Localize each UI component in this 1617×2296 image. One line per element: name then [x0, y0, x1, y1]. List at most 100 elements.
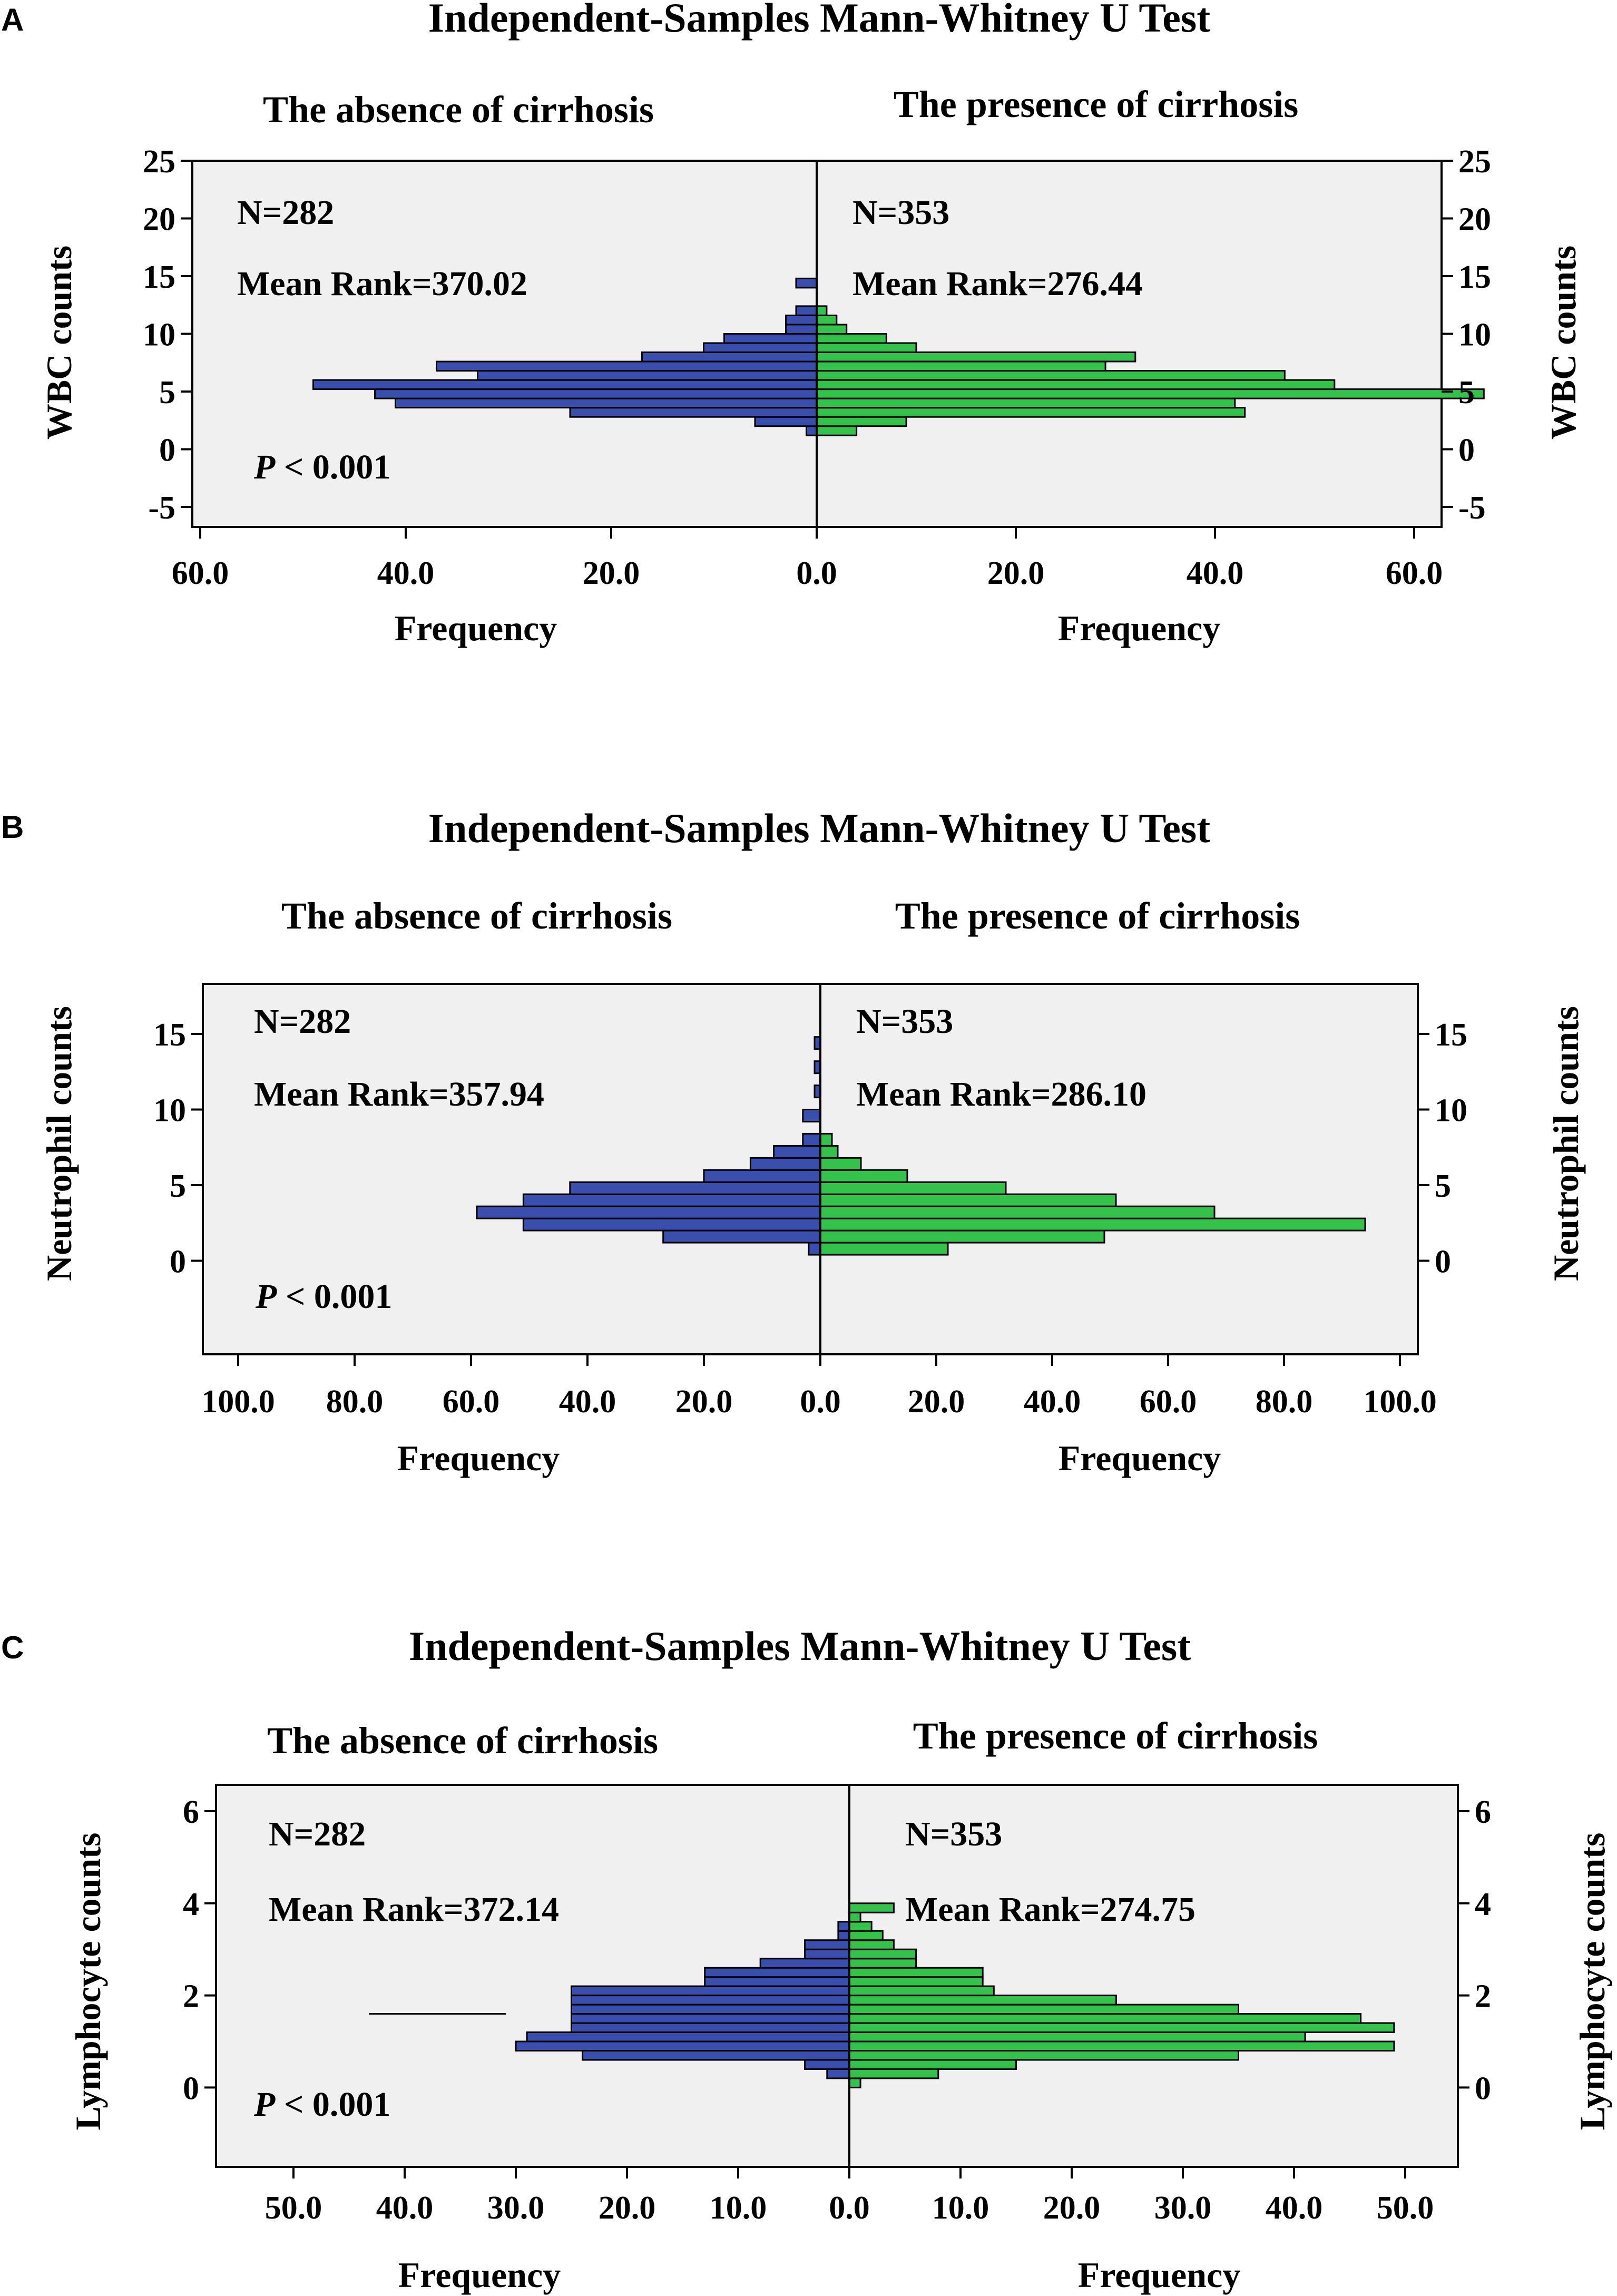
- y-axis-ticks: 6 6 4 4 2 2 0 0: [183, 1794, 1491, 2106]
- y-tick-label-left: 0: [170, 1244, 186, 1280]
- y-tick-label-right: 5: [1435, 1168, 1451, 1204]
- right-n-label: N=353: [856, 1002, 953, 1041]
- right-x-axis-label: Frequency: [1078, 2255, 1241, 2295]
- x-axis-ticks: 60.0 40.0 20.0 0.0 20.0 40.0 60.0: [172, 527, 1443, 591]
- x-tick-label-left: 40.0: [376, 2190, 434, 2226]
- left-histogram-bar: [785, 315, 818, 326]
- left-histogram-bar: [477, 370, 818, 381]
- x-tick-label-right: 10.0: [932, 2190, 989, 2226]
- x-axis-ticks: 100.0 80.0 60.0 40.0 20.0 0.0 20.0 40.0 60.0 80.0…: [201, 1354, 1437, 1420]
- left-histogram-bar: [436, 360, 818, 372]
- y-tick-label-left: 0: [183, 2070, 199, 2106]
- left-y-axis-label: Lymphocyte counts: [68, 1833, 108, 2131]
- left-histogram-bar: [704, 1976, 850, 1987]
- panel-b: B Independent-Samples Mann-Whitney U Tes…: [1, 805, 1586, 1478]
- x-tick-label-right: 40.0: [1266, 2190, 1323, 2226]
- left-histogram-bar: [808, 1242, 821, 1256]
- right-histogram-bar: [816, 360, 1106, 372]
- left-histogram-bar: [749, 1157, 821, 1171]
- left-histogram-bar: [795, 305, 818, 316]
- y-tick-label-right: 20: [1458, 202, 1491, 238]
- right-histogram-bar: [819, 1205, 1216, 1219]
- x-tick-label-right: 20.0: [908, 1384, 965, 1420]
- left-histogram-bar: [662, 1229, 821, 1244]
- left-x-axis-label: Frequency: [398, 2255, 561, 2295]
- left-x-axis-label: Frequency: [397, 1438, 560, 1478]
- y-tick-label-left: 25: [143, 144, 175, 180]
- y-tick-label-right: 6: [1475, 1794, 1491, 1830]
- x-tick-label-right: 30.0: [1154, 2190, 1212, 2226]
- left-histogram-bar: [569, 1181, 821, 1195]
- y-tick-label-left: 10: [153, 1093, 186, 1129]
- p-value-label: P < 0.001: [253, 2085, 390, 2124]
- right-x-axis-label: Frequency: [1059, 1438, 1221, 1478]
- right-histogram-bar: [848, 2013, 1362, 2024]
- p-symbol: P: [253, 448, 276, 486]
- x-tick-label-right: 60.0: [1140, 1384, 1197, 1420]
- histogram-bars: [312, 277, 1485, 436]
- y-tick-label-right: 10: [1435, 1093, 1467, 1129]
- y-tick-label-left: 15: [143, 259, 175, 295]
- left-histogram-bar: [837, 1930, 850, 1941]
- left-histogram-bar: [571, 2022, 850, 2033]
- left-histogram-bar: [571, 1985, 850, 1997]
- left-n-label: N=282: [269, 1815, 366, 1853]
- right-histogram-bar: [848, 2059, 1017, 2070]
- right-group-label: The presence of cirrhosis: [894, 83, 1299, 125]
- left-histogram-bar: [826, 2068, 850, 2079]
- y-tick-label-left: 5: [159, 375, 175, 411]
- x-tick-label-right: 40.0: [1024, 1384, 1081, 1420]
- x-tick-label-left: 50.0: [265, 2190, 322, 2226]
- right-mean-rank-label: Mean Rank=286.10: [856, 1075, 1146, 1113]
- x-tick-label-right: 20.0: [987, 555, 1045, 591]
- left-histogram-bar: [804, 1948, 850, 1960]
- right-mean-rank-label: Mean Rank=276.44: [852, 265, 1143, 303]
- x-tick-label-left: 20.0: [675, 1384, 733, 1420]
- right-histogram-bar: [819, 1217, 1366, 1232]
- x-tick-label-left: 60.0: [443, 1384, 500, 1420]
- p-symbol: P: [253, 2085, 276, 2124]
- panel-label: A: [1, 2, 24, 37]
- x-tick-label-right: 100.0: [1363, 1384, 1437, 1420]
- right-histogram-bar: [816, 342, 917, 353]
- right-histogram-bar: [848, 1967, 984, 1978]
- y-tick-label-left: 20: [143, 202, 175, 238]
- x-tick-label-right: 60.0: [1386, 555, 1443, 591]
- left-histogram-bar: [582, 2050, 850, 2061]
- histogram-bars: [369, 1902, 1395, 2088]
- x-tick-label-right: 80.0: [1256, 1384, 1313, 1420]
- left-mean-rank-label: Mean Rank=357.94: [254, 1075, 544, 1113]
- right-y-axis-label: WBC counts: [1543, 246, 1583, 439]
- y-tick-label-left: 4: [183, 1887, 199, 1922]
- left-histogram-bar: [703, 1169, 821, 1183]
- right-n-label: N=353: [905, 1815, 1002, 1853]
- left-histogram-bar: [802, 1132, 821, 1147]
- left-histogram-bar: [804, 1939, 850, 1950]
- p-value-label: P < 0.001: [255, 1277, 392, 1316]
- x-tick-label-left: 40.0: [559, 1384, 616, 1420]
- panel-c: C Independent-Samples Mann-Whitney U Tes…: [1, 1623, 1612, 2295]
- x-tick-label-right: 0.0: [796, 555, 837, 591]
- p-value: < 0.001: [277, 1277, 392, 1316]
- left-histogram-bar: [723, 333, 818, 344]
- right-histogram-bar: [819, 1229, 1105, 1244]
- left-histogram-bar: [476, 1205, 821, 1219]
- y-tick-label-right: 15: [1458, 259, 1491, 295]
- right-group-label: The presence of cirrhosis: [895, 895, 1300, 937]
- right-histogram-bar: [816, 388, 1485, 399]
- y-axis-ticks: 25 25 20 20 15 15 10 10 5 5 0 0 -5 -5: [143, 144, 1491, 526]
- left-histogram-bar: [571, 1995, 850, 2006]
- left-histogram-bar: [806, 425, 818, 436]
- right-histogram-bar: [848, 2040, 1395, 2051]
- right-histogram-bar: [848, 2031, 1306, 2043]
- right-mean-rank-label: Mean Rank=274.75: [905, 1890, 1195, 1929]
- right-histogram-bar: [848, 2022, 1395, 2033]
- y-tick-label-right: 15: [1435, 1017, 1467, 1053]
- right-y-axis-label: Neutrophil counts: [1546, 1006, 1586, 1281]
- x-tick-label-right: 0.0: [829, 2190, 870, 2226]
- y-tick-label-right: 5: [1458, 375, 1475, 411]
- right-histogram-bar: [816, 425, 858, 436]
- y-tick-label-right: 0: [1435, 1244, 1451, 1280]
- right-histogram-bar: [816, 324, 848, 335]
- x-tick-label-left: 60.0: [172, 555, 229, 591]
